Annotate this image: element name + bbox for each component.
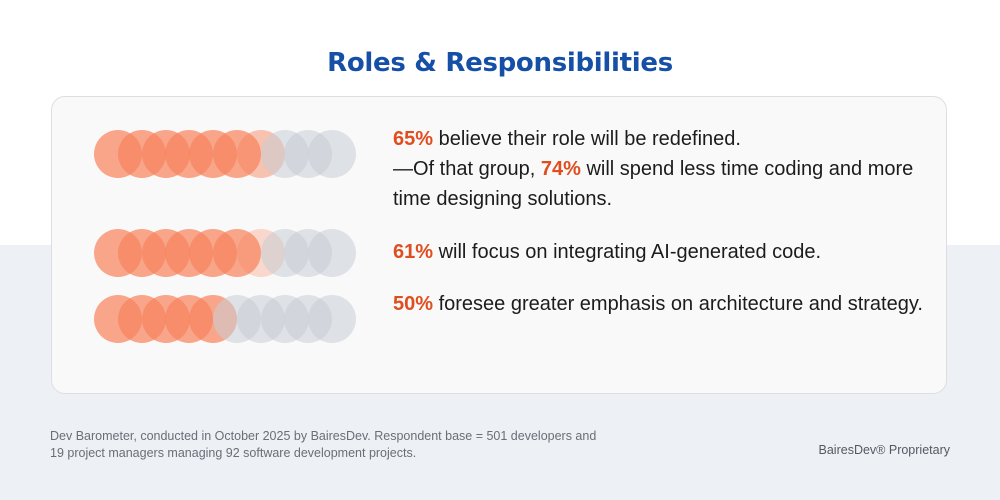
stat-percent-1: 65%: [393, 128, 434, 150]
stat-sub-percent: 74%: [540, 158, 581, 180]
meter-dot-filled: [213, 229, 261, 277]
stat-text-1: believe their role will be redefined.: [433, 128, 741, 150]
stat-percent-3: 50%: [393, 293, 434, 315]
stat-statement-1: 65% believe their role will be redefined…: [393, 124, 933, 214]
page-title: Roles & Responsibilities: [327, 48, 673, 78]
stat-subtext-suffix: will spend less time coding and more tim…: [393, 158, 914, 210]
stat-subtext-prefix: —Of that group,: [393, 158, 541, 180]
stat-statement-2: 61% will focus on integrating AI-generat…: [393, 237, 933, 267]
meter-dot-empty: [308, 130, 357, 178]
proprietary-label: BairesDev® Proprietary: [818, 443, 950, 457]
dot-meter-2: [94, 229, 357, 277]
stat-percent-2: 61%: [393, 241, 434, 263]
stat-text-2: will focus on integrating AI-generated c…: [433, 241, 822, 263]
stat-statement-3: 50% foresee greater emphasis on architec…: [393, 289, 933, 319]
source-footnote: Dev Barometer, conducted in October 2025…: [50, 429, 597, 460]
dot-meter-1: [94, 130, 357, 178]
stat-text-3: foresee greater emphasis on architecture…: [433, 293, 923, 315]
meter-dot-empty: [308, 229, 357, 277]
dot-meter-3: [94, 295, 357, 343]
meter-dot-empty: [308, 295, 357, 343]
meter-dot-filled: [213, 130, 261, 178]
